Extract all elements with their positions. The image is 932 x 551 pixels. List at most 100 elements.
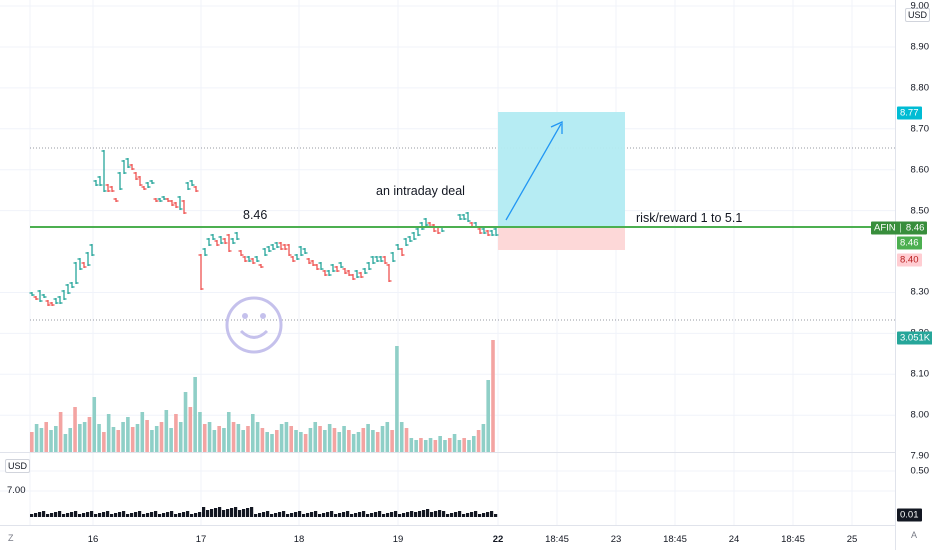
- timezone-icon[interactable]: Z: [8, 533, 14, 543]
- volume-bar: [371, 430, 375, 452]
- indicator-bar: [198, 512, 202, 517]
- indicator-bar: [146, 513, 150, 517]
- volume-bar: [126, 417, 130, 452]
- volume-bar: [145, 420, 149, 452]
- volume-bar: [92, 397, 97, 452]
- indicator-bar: [122, 511, 126, 517]
- volume-bar: [169, 428, 173, 452]
- indicator-bar: [390, 512, 394, 517]
- indicator-bar: [418, 511, 422, 517]
- volume-bar: [443, 440, 447, 452]
- volume-bar: [342, 426, 346, 452]
- indicator-bar: [394, 511, 398, 517]
- indicator-value-label: 7.00: [7, 485, 26, 496]
- indicator-bar: [446, 514, 450, 517]
- indicator-bar: [250, 507, 254, 517]
- risk-reward-label: risk/reward 1 to 5.1: [636, 211, 743, 225]
- indicator-bar: [310, 512, 314, 517]
- indicator-bar: [342, 512, 346, 517]
- indicator-bar: [58, 511, 62, 517]
- volume-bar: [347, 430, 351, 452]
- volume-bar: [351, 434, 356, 452]
- price-scale[interactable]: USD 9.008.908.808.708.608.508.308.208.10…: [871, 0, 932, 550]
- last-price-tag: 8.46: [897, 236, 922, 250]
- volume-bar: [178, 422, 183, 452]
- volume-bar: [54, 426, 58, 452]
- volume-bar: [188, 407, 193, 452]
- indicator-bar: [174, 514, 178, 517]
- volume-bar: [457, 440, 462, 452]
- indicator-pane[interactable]: USD 7.00: [0, 453, 895, 525]
- indicator-bar: [386, 513, 390, 517]
- indicator-bar: [338, 513, 342, 517]
- target-price-tag: 8.77: [897, 106, 922, 120]
- indicator-bar: [382, 514, 386, 517]
- volume-bar: [39, 428, 44, 452]
- indicator-axis-label: 0.50: [910, 465, 930, 477]
- indicator-bar: [330, 511, 334, 517]
- price-axis-label: 8.00: [910, 409, 930, 421]
- volume-bar: [433, 440, 438, 452]
- indicator-bar: [86, 512, 90, 517]
- indicator-bar: [278, 512, 282, 517]
- volume-bar: [395, 346, 399, 452]
- currency-badge[interactable]: USD: [905, 8, 931, 22]
- indicator-bar: [270, 514, 274, 517]
- indicator-bar: [218, 507, 222, 517]
- volume-bar: [294, 430, 298, 452]
- auto-scale-button[interactable]: A: [911, 530, 918, 540]
- indicator-bar: [366, 514, 370, 517]
- trade-arrow-head: [550, 120, 563, 134]
- volume-bar: [323, 430, 327, 452]
- volume-bar: [332, 428, 337, 452]
- volume-bar: [279, 424, 284, 452]
- indicator-bar: [262, 512, 266, 517]
- indicator-bar: [474, 511, 478, 517]
- indicator-bar: [82, 513, 86, 517]
- symbol-name: AFIN: [874, 222, 896, 234]
- volume-bar: [164, 410, 169, 452]
- volume-bar: [49, 430, 53, 452]
- volume-bar: [327, 424, 332, 452]
- volume-bar: [193, 377, 197, 452]
- price-axis-label: 8.90: [910, 41, 930, 53]
- time-axis-label: 18:45: [781, 534, 805, 545]
- chart-pane[interactable]: 8.46 an intraday deal risk/reward 1 to 5…: [0, 0, 895, 452]
- time-axis-label: 24: [728, 534, 740, 545]
- volume-bar: [265, 432, 270, 452]
- volume-bar: [73, 407, 77, 452]
- stop-zone: [498, 228, 625, 250]
- indicator-bar: [258, 513, 262, 517]
- indicator-bar: [226, 509, 230, 517]
- indicator-bar: [150, 512, 154, 517]
- volume-bar: [68, 428, 73, 452]
- volume-bar: [486, 380, 490, 452]
- time-axis-label: 19: [392, 534, 404, 545]
- volume-bar: [255, 422, 260, 452]
- volume-bar: [212, 430, 217, 452]
- volume-bar: [236, 424, 241, 452]
- indicator-bar: [318, 514, 322, 517]
- indicator-bar: [222, 510, 226, 517]
- indicator-bar: [434, 511, 438, 517]
- volume-bar: [318, 426, 322, 452]
- indicator-bar: [74, 511, 78, 517]
- indicator-bar: [454, 512, 458, 517]
- volume-bar: [366, 424, 370, 452]
- indicator-bar: [334, 514, 338, 517]
- price-chart[interactable]: [0, 0, 895, 452]
- indicator-value-tag: 0.01: [897, 508, 922, 522]
- indicator-bar: [378, 511, 382, 517]
- indicator-bar: [110, 514, 114, 517]
- indicator-currency-badge[interactable]: USD: [5, 459, 31, 473]
- indicator-bar: [350, 514, 354, 517]
- volume-bar: [361, 428, 366, 452]
- volume-bar: [198, 412, 202, 452]
- volume-bar: [34, 424, 39, 452]
- volume-bar: [476, 430, 481, 452]
- time-axis[interactable]: Z: [0, 525, 895, 551]
- volume-bar: [106, 414, 111, 452]
- indicator-bar: [114, 513, 118, 517]
- pane-separator[interactable]: [0, 452, 895, 453]
- indicator-bar: [194, 513, 198, 517]
